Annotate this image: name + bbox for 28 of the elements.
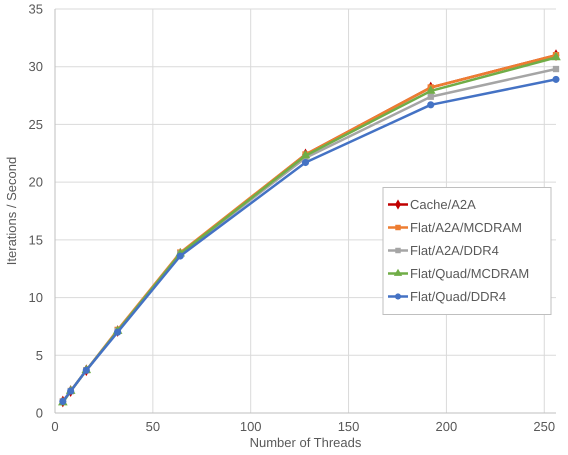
y-tick-label: 5 — [36, 348, 43, 363]
point — [428, 94, 434, 100]
point — [176, 252, 184, 260]
legend-label: Flat/Quad/DDR4 — [410, 289, 506, 304]
y-axis-title: Iterations / Second — [4, 156, 19, 266]
y-tick-label: 25 — [28, 116, 43, 132]
legend-label: Flat/Quad/MCDRAM — [410, 266, 530, 281]
legend-label: Flat/A2A/DDR4 — [410, 243, 499, 258]
y-tick-label: 20 — [28, 174, 43, 190]
point — [427, 101, 434, 108]
x-tick-label: 250 — [533, 419, 556, 434]
point — [426, 85, 436, 94]
point — [302, 158, 310, 166]
point — [552, 76, 560, 83]
x-tick-label: 200 — [436, 419, 458, 434]
legend-label: Flat/A2A/MCDRAM — [410, 220, 522, 235]
y-tick-label: 15 — [28, 232, 43, 248]
x-tick-label: 150 — [338, 419, 360, 434]
y-tick-label: 30 — [28, 59, 43, 74]
y-tick-label: 0 — [36, 406, 43, 420]
x-axis-title: Number of Threads — [250, 435, 362, 450]
x-tick-label: 0 — [51, 419, 59, 434]
legend-label: Cache/A2A — [410, 197, 476, 212]
y-tick-label: 10 — [28, 290, 43, 306]
x-tick-label: 50 — [146, 419, 160, 434]
x-tick-label: 100 — [240, 419, 262, 434]
point — [552, 66, 560, 72]
y-tick-label: 35 — [28, 2, 43, 16]
